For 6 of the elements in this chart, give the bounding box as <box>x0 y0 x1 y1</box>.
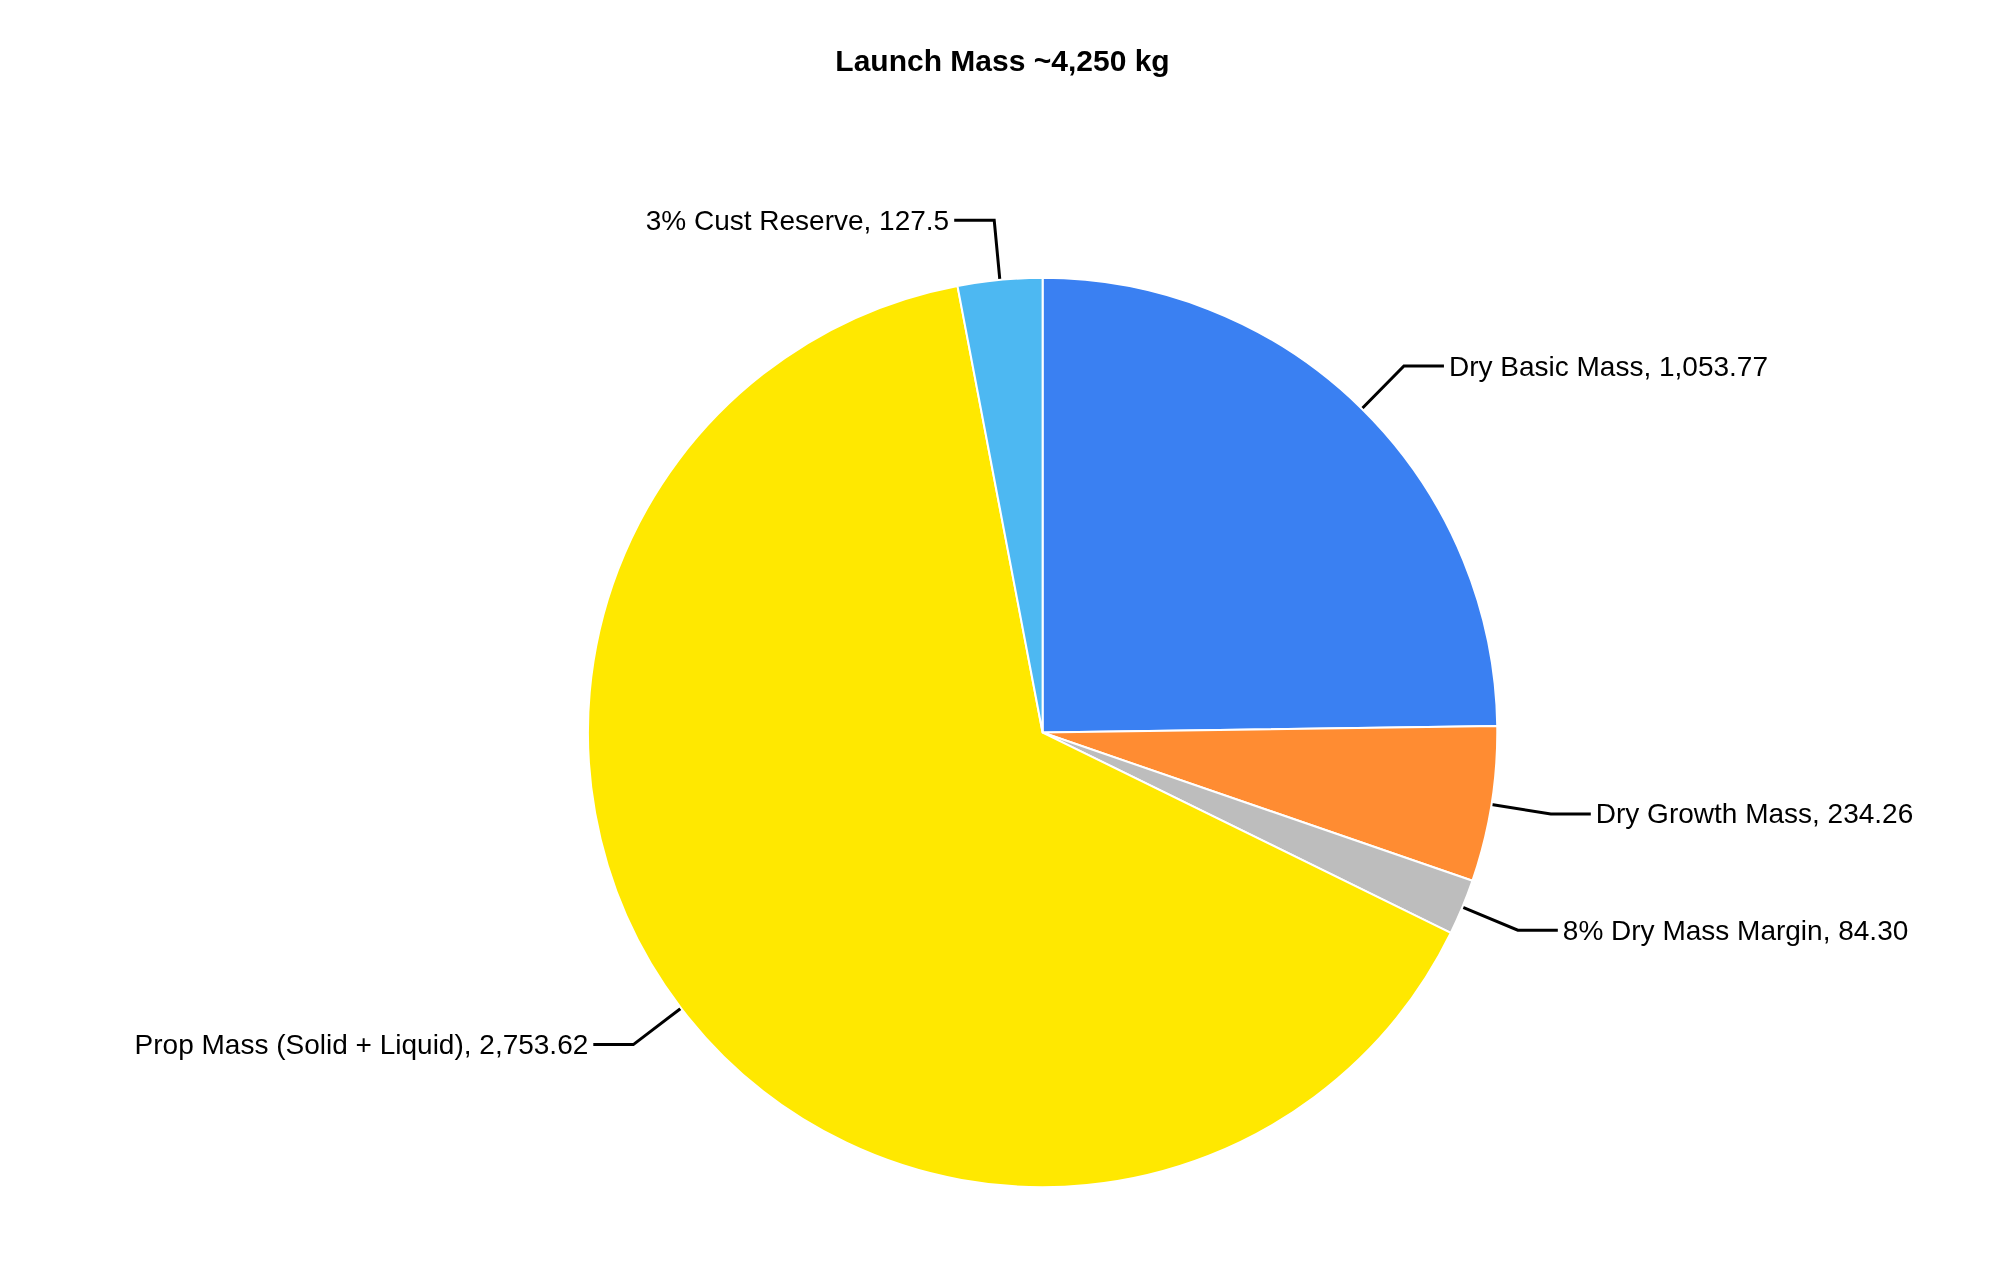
slice-label: 8% Dry Mass Margin, 84.30 <box>1562 914 1909 946</box>
chart-title: Launch Mass ~4,250 kg <box>835 43 1170 77</box>
slice-label: Prop Mass (Solid + Liquid), 2,753.62 <box>134 1029 589 1061</box>
slice-label: Dry Basic Mass, 1,053.77 <box>1448 350 1768 382</box>
slice-label: 3% Cust Reserve, 127.5 <box>645 204 950 236</box>
slice-label: Dry Growth Mass, 234.26 <box>1595 798 1914 830</box>
